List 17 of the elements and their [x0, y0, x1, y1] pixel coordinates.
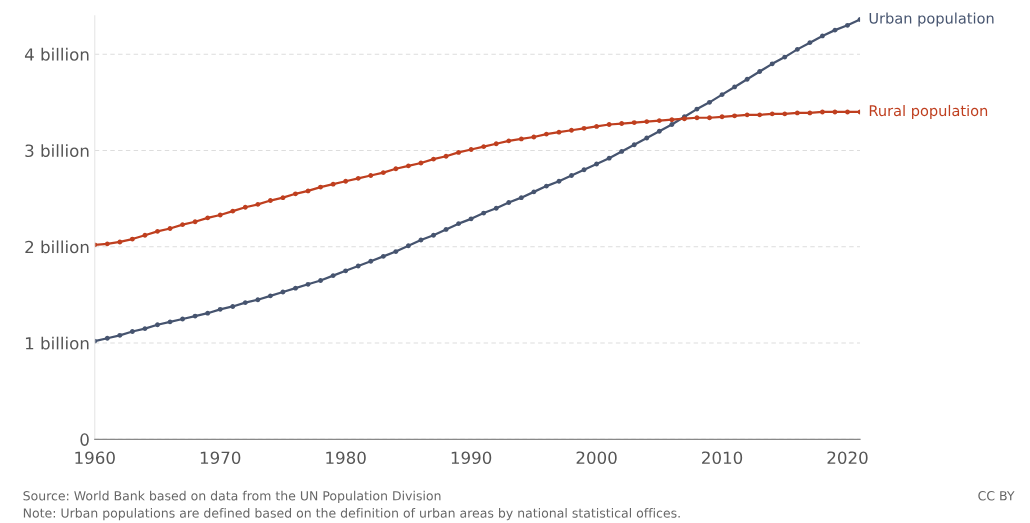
y-tick-label: 0 [80, 433, 89, 446]
x-tick-label: 1960 [75, 451, 115, 465]
series-label: Rural population [869, 104, 988, 120]
x-tick-label: 1980 [326, 451, 366, 465]
source-note: Source: World Bank based on data from the UN Population Division [23, 490, 441, 503]
y-tick-label: 4 billion [24, 47, 89, 61]
series-label: Urban population [869, 12, 994, 27]
text: CC BY [978, 491, 1015, 501]
x-tick-label: 2010 [702, 451, 743, 465]
y-tick-label: 2 billion [25, 240, 89, 254]
text: Note: Urban populations are defined based on the definition of urban areas by national statistical offices. [23, 508, 680, 521]
x-tick-label: 1990 [451, 451, 492, 465]
x-tick-label: 2020 [827, 451, 868, 465]
y-tick-label: 3 billion [25, 144, 89, 158]
y-tick-label: 1 billion [25, 336, 89, 350]
x-tick-label: 2000 [576, 451, 617, 465]
x-tick-label: 1970 [200, 451, 241, 465]
